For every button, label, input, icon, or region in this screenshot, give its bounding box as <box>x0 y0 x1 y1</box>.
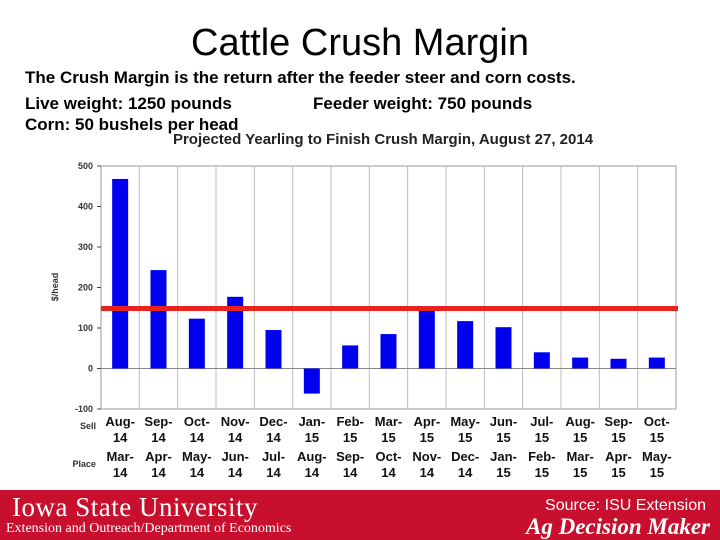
sell-tick-label: Feb-15 <box>336 414 363 445</box>
sell-tick-label: Mar-15 <box>375 414 402 445</box>
sell-tick-label: Oct-15 <box>644 414 670 445</box>
slide-title: Cattle Crush Margin <box>191 22 529 64</box>
bar <box>342 345 359 369</box>
bar <box>188 318 205 369</box>
y-tick-label: -100 <box>75 404 93 414</box>
sell-tick-label: May-15 <box>450 414 480 445</box>
place-tick-label: May-15 <box>642 449 672 480</box>
y-tick-label: 300 <box>78 242 93 252</box>
place-tick-label: Nov-14 <box>412 449 441 480</box>
bar <box>648 357 665 369</box>
sell-tick-label: Jun-15 <box>490 414 517 445</box>
bar <box>572 357 589 369</box>
bar <box>495 327 512 369</box>
place-tick-label: Aug-14 <box>297 449 327 480</box>
bar <box>457 321 474 369</box>
y-tick-label: 0 <box>88 364 93 374</box>
crush-margin-chart: Projected Yearling to Finish Crush Margi… <box>50 131 678 480</box>
place-tick-label: Apr-14 <box>145 449 172 480</box>
source-label: Source: ISU Extension <box>545 497 706 514</box>
live-weight-label: Live weight: 1250 pounds <box>25 94 232 113</box>
place-tick-label: Jun-14 <box>221 449 248 480</box>
place-tick-label: Apr-15 <box>605 449 632 480</box>
place-tick-label: Jul-14 <box>262 449 285 480</box>
place-tick-label: Feb-15 <box>528 449 555 480</box>
place-tick-label: Mar-14 <box>106 449 133 480</box>
sell-tick-label: Aug-14 <box>105 414 135 445</box>
place-row-label: Place <box>72 459 96 469</box>
bar <box>418 306 435 369</box>
sell-tick-label: Oct-14 <box>184 414 210 445</box>
sell-tick-label: Aug-15 <box>565 414 595 445</box>
sell-tick-label: Apr-15 <box>413 414 440 445</box>
y-tick-label: 200 <box>78 283 93 293</box>
university-logo-text: Iowa State University <box>12 492 258 522</box>
bar <box>380 334 397 369</box>
crush-margin-description: The Crush Margin is the return after the… <box>25 68 576 87</box>
sell-tick-label: Sep-15 <box>604 414 632 445</box>
y-tick-label: 500 <box>78 161 93 171</box>
extension-department: Extension and Outreach/Department of Eco… <box>6 521 292 536</box>
sell-tick-label: Jan-15 <box>298 414 325 445</box>
place-tick-label: Dec-14 <box>451 449 479 480</box>
plot-frame <box>100 165 677 410</box>
place-tick-label: May-14 <box>182 449 212 480</box>
bar <box>150 270 167 369</box>
y-axis-label: $/head <box>50 273 60 302</box>
footer-bar <box>0 490 720 540</box>
place-tick-label: Mar-15 <box>566 449 593 480</box>
sell-row-label: Sell <box>80 421 96 431</box>
sell-tick-label: Jul-15 <box>530 414 553 445</box>
place-tick-label: Oct-14 <box>376 449 402 480</box>
bar <box>610 358 627 369</box>
sell-tick-label: Dec-14 <box>259 414 287 445</box>
bar <box>533 352 550 369</box>
chart-title: Projected Yearling to Finish Crush Margi… <box>173 131 594 148</box>
bar <box>227 296 244 369</box>
y-tick-label: 100 <box>78 323 93 333</box>
place-tick-label: Jan-15 <box>490 449 517 480</box>
y-tick-label: 400 <box>78 202 93 212</box>
sell-tick-label: Nov-14 <box>221 414 250 445</box>
corn-label: Corn: 50 bushels per head <box>25 115 239 134</box>
feeder-weight-label: Feeder weight: 750 pounds <box>313 94 533 113</box>
bar <box>265 330 282 369</box>
bar <box>303 368 320 394</box>
ag-decision-maker-brand: Ag Decision Maker <box>526 514 710 539</box>
place-tick-label: Sep-14 <box>336 449 364 480</box>
bar <box>112 178 129 369</box>
sell-tick-label: Sep-14 <box>144 414 172 445</box>
